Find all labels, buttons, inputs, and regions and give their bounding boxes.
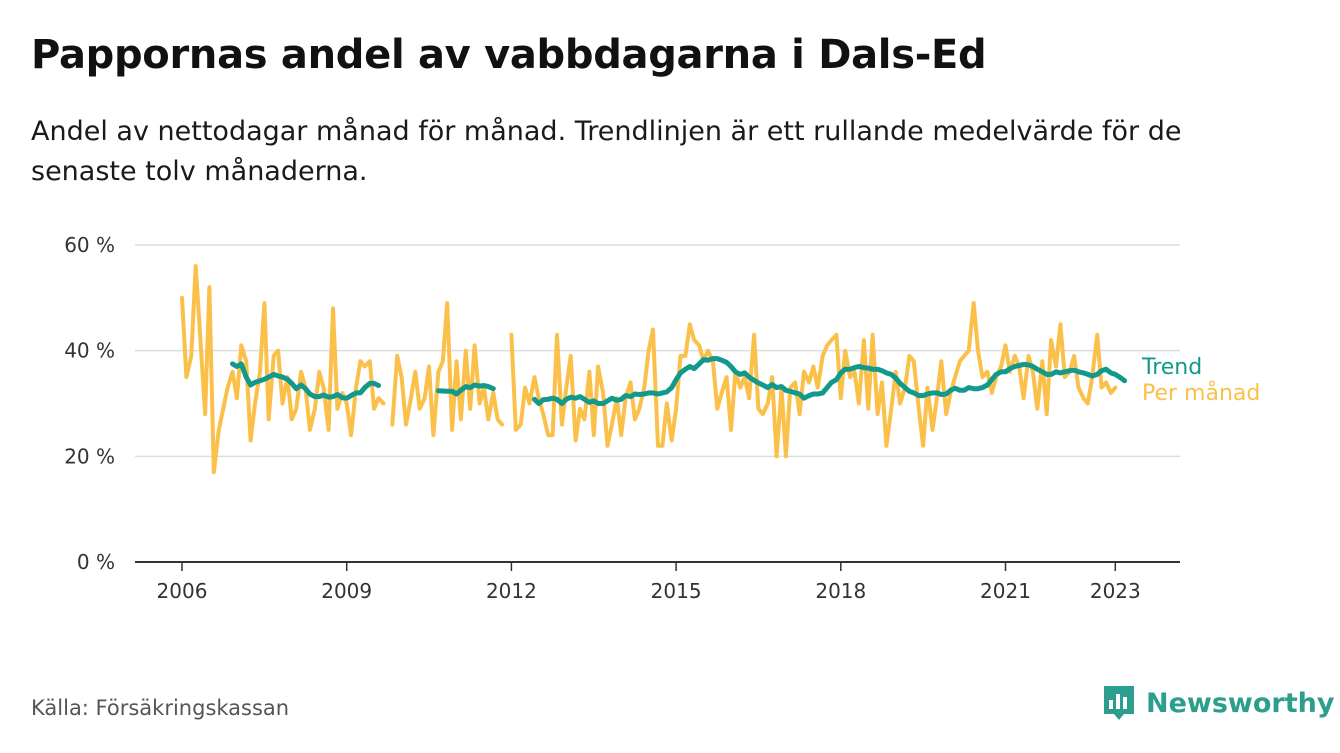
trend-series-line — [532, 356, 1128, 406]
y-tick-label: 20 % — [64, 444, 115, 468]
trend-series-line — [230, 361, 381, 401]
x-axis-ticks: 2006 2009 2012 2015 2018 2021 2023 — [135, 561, 1180, 603]
y-tick-label: 40 % — [64, 339, 115, 363]
legend-label-monthly: Per månad — [1142, 380, 1260, 406]
monthly-series-line — [509, 301, 1118, 459]
trend-series-line — [435, 382, 496, 397]
series-lines — [180, 264, 1128, 475]
y-tick-label: 0 % — [77, 550, 115, 574]
x-tick-label: 2012 — [486, 579, 537, 603]
newsworthy-logo: Newsworthy — [1102, 684, 1334, 722]
x-tick-label: 2023 — [1090, 579, 1141, 603]
monthly-series-line — [390, 301, 505, 438]
line-chart: 0 % 20 % 40 % 60 % 2006 2009 2012 2015 2018 2021… — [64, 233, 1260, 603]
chart-subtitle: Andel av nettodagar månad för månad. Tre… — [31, 116, 1182, 187]
monthly-series-line — [180, 264, 386, 475]
x-tick-label: 2021 — [980, 579, 1031, 603]
x-tick-label: 2015 — [651, 579, 702, 603]
x-tick-label: 2018 — [815, 579, 866, 603]
y-axis-ticks: 0 % 20 % 40 % 60 % — [64, 233, 115, 574]
chart-title: Pappornas andel av vabbdagarna i Dals-Ed — [31, 32, 987, 78]
newsworthy-logo-icon — [1104, 686, 1134, 720]
brand-name: Newsworthy — [1146, 687, 1335, 719]
legend-label-trend: Trend — [1141, 355, 1202, 380]
y-tick-label: 60 % — [64, 233, 115, 257]
x-tick-label: 2009 — [321, 579, 372, 603]
source-note: Källa: Försäkringskassan — [31, 696, 290, 720]
x-tick-label: 2006 — [157, 579, 208, 603]
